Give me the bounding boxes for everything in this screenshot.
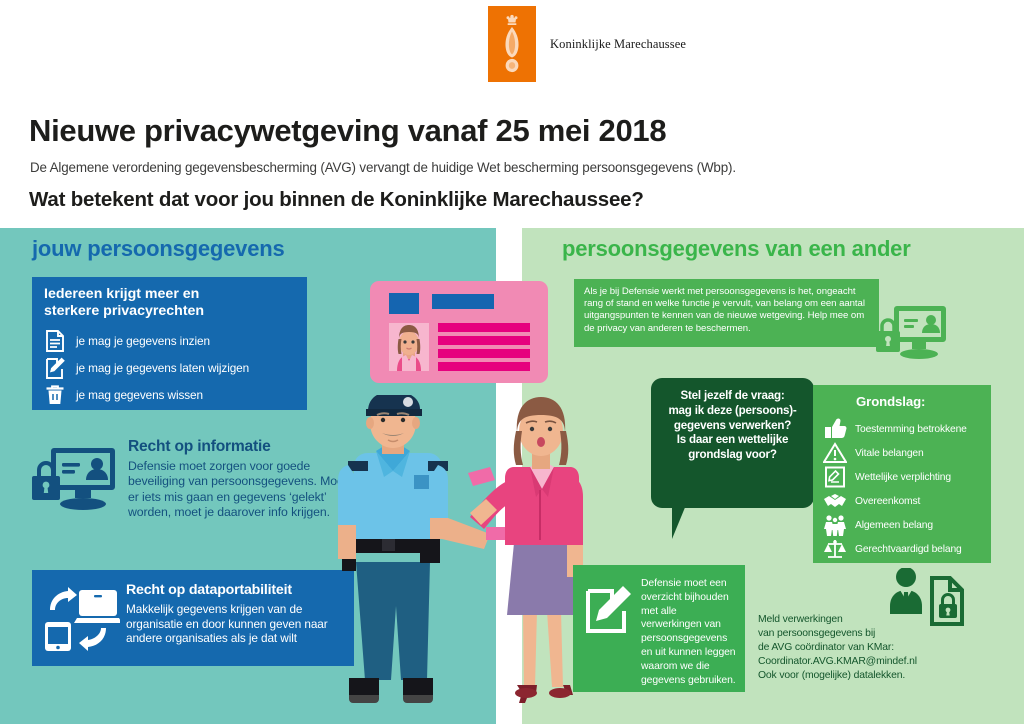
portability-box: Recht op dataportabiliteit Makkelijk geg… [32,570,354,666]
grondslag-item-algemeen: Algemeen belang [823,513,933,537]
header: Koninklijke Marechaussee Nieuwe privacyw… [0,0,1024,228]
left-panel-title: jouw persoonsgegevens [32,236,285,261]
scales-icon [824,540,846,558]
document-icon [46,330,64,352]
people-icon [824,515,846,536]
grondslag-label: Toestemming betrokkene [855,423,967,435]
right-item-label: je mag je gegevens inzien [76,334,210,348]
grondslag-label: Algemeen belang [855,519,933,531]
right-item-wissen: je mag gegevens wissen [44,383,203,407]
page-subtitle: De Algemene verordening gegevensbescherm… [30,160,736,175]
grondslag-label: Wettelijke verplichting [855,471,951,483]
person-document-lock-icon [890,568,964,626]
grondslag-item-vitale: Vitale belangen [823,441,924,465]
grondslag-label: Vitale belangen [855,447,924,459]
right-item-label: je mag je gegevens laten wijzigen [76,361,250,375]
id-card-graphic [370,281,548,383]
page-question: Wat betekent dat voor jou binnen de Koni… [29,188,644,211]
edit-pencil-icon [46,357,65,379]
portability-title: Recht op dataportabiliteit [126,582,292,598]
grondslag-item-overeenkomst: Overeenkomst [823,489,920,513]
rights-box-heading: Iedereen krijgt meer en sterkere privacyr… [44,286,205,319]
grondslag-item-toestemming: Toestemming betrokkene [823,417,967,441]
device-transfer-icon [45,587,120,651]
right-item-inzien: je mag je gegevens inzien [44,329,210,353]
overview-text: Defensie moet een overzicht bijhouden me… [641,578,736,686]
monitor-lock-icon [876,306,946,359]
edit-pencil-icon [586,586,631,633]
right-panel-title: persoonsgegevens van een ander [562,236,911,261]
rights-box: Iedereen krijgt meer en sterkere privacyr… [32,277,307,410]
grondslag-label: Gerechtvaardigd belang [855,543,962,555]
grondslag-title: Grondslag: [856,394,926,409]
page-title: Nieuwe privacywetgeving vanaf 25 mei 201… [29,113,667,148]
info-title: Recht op informatie [128,438,271,455]
right-item-wijzigen: je mag je gegevens laten wijzigen [44,356,249,380]
woman-figure [470,397,583,703]
officer-and-woman-graphic [338,395,583,703]
grondslag-label: Overeenkomst [855,495,921,507]
report-text: Meld verwerkingen van persoonsgegevens bi… [758,614,917,681]
grondslag-box: Grondslag: Toestemming betrokkene Vitale… [813,385,991,563]
speech-bubble: Stel jezelf de vraag: mag ik deze (persoo… [651,378,814,508]
grondslag-item-wettelijke: Wettelijke verplichting [823,465,951,489]
monitor-lock-icon [32,448,115,510]
document-stamp-icon [825,466,845,488]
speech-bubble-tail [672,505,700,539]
speech-bubble-text: Stel jezelf de vraag: mag ik deze (persoo… [668,389,797,462]
portability-body: Makkelijk gegevens krijgen van de organi… [126,602,328,646]
logo-bar [488,6,536,82]
logo: Koninklijke Marechaussee [488,6,686,82]
overview-box: Defensie moet een overzicht bijhouden me… [573,565,745,692]
warning-triangle-icon [823,442,847,463]
officer-figure [338,395,490,703]
logo-text: Koninklijke Marechaussee [550,36,687,51]
right-item-label: je mag gegevens wissen [76,388,203,402]
grondslag-item-gerechtvaardigd: Gerechtvaardigd belang [823,537,962,561]
handshake-icon [824,494,846,507]
trash-icon [46,385,64,404]
intro-text: Als je bij Defensie werkt met persoonsge… [584,286,865,334]
info-body: Defensie moet zorgen voor goede beveilig… [128,459,354,520]
intro-box: Als je bij Defensie werkt met persoonsge… [574,279,879,347]
thumbs-up-icon [825,418,847,438]
crown-flame-emblem-icon [505,14,519,73]
